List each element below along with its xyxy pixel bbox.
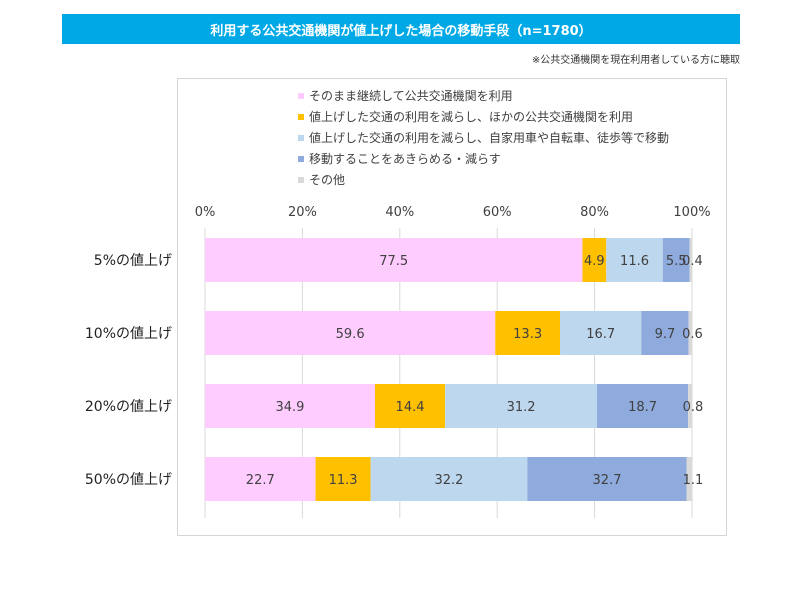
bar-segment	[686, 457, 692, 501]
bar-segment	[370, 457, 528, 501]
data-label: 4.9	[584, 254, 605, 269]
data-label: 14.4	[396, 400, 425, 415]
bar-segment	[205, 238, 583, 282]
legend-item-continue: そのまま継続して公共交通機関を利用	[298, 85, 669, 106]
legend-label: 値上げした交通の利用を減らし、自家用車や自転車、徒歩等で移動	[309, 131, 670, 145]
data-label: 13.3	[513, 327, 542, 342]
x-tick-label: 20%	[288, 205, 317, 220]
legend-item-other: その他	[298, 169, 669, 190]
data-label: 32.7	[593, 473, 622, 488]
data-label: 0.6	[682, 327, 703, 342]
bar-segment	[374, 384, 446, 428]
bar-segment	[205, 457, 316, 501]
data-label: 32.2	[435, 473, 464, 488]
legend-swatch	[298, 113, 304, 120]
chart-title: 利用する公共交通機関が値上げした場合の移動手段（n=1780）	[62, 14, 740, 44]
bar-segment	[205, 384, 375, 428]
bar-segment	[205, 311, 496, 355]
data-label: 0.4	[682, 254, 703, 269]
legend-swatch	[298, 92, 304, 99]
x-tick-label: 100%	[673, 205, 710, 220]
legend-swatch	[298, 134, 304, 141]
legend-item-private-transport: 値上げした交通の利用を減らし、自家用車や自転車、徒歩等で移動	[298, 127, 669, 148]
data-label: 22.7	[246, 473, 275, 488]
data-label: 1.1	[683, 473, 704, 488]
bar-segment	[445, 384, 598, 428]
data-label: 0.8	[683, 400, 704, 415]
legend-swatch	[298, 176, 304, 183]
category-label: 50%の値上げ	[85, 472, 172, 488]
legend-label: その他	[309, 173, 346, 187]
data-label: 11.6	[620, 254, 649, 269]
legend-label: そのまま継続して公共交通機関を利用	[309, 89, 513, 103]
data-label: 77.5	[379, 254, 408, 269]
x-tick-label: 60%	[483, 205, 512, 220]
bar-segment	[689, 238, 692, 282]
bar-segment	[560, 311, 642, 355]
survey-note: ※公共交通機関を現在利用者している方に聴取	[531, 55, 740, 66]
data-label: 31.2	[507, 400, 536, 415]
data-label: 11.3	[329, 473, 358, 488]
data-label: 34.9	[276, 400, 305, 415]
x-tick-label: 0%	[195, 205, 216, 220]
bar-segment	[527, 457, 687, 501]
bar-segment	[606, 238, 663, 282]
data-label: 16.7	[586, 327, 615, 342]
data-label: 59.6	[336, 327, 365, 342]
legend-label: 移動することをあきらめる・減らす	[309, 152, 501, 166]
x-tick-label: 80%	[580, 205, 609, 220]
category-label: 5%の値上げ	[94, 253, 172, 269]
legend-label: 値上げした交通の利用を減らし、ほかの公共交通機関を利用	[309, 110, 634, 124]
bar-segment	[582, 238, 607, 282]
legend-swatch	[298, 155, 304, 162]
legend-item-give-up: 移動することをあきらめる・減らす	[298, 148, 669, 169]
legend-item-other-transit: 値上げした交通の利用を減らし、ほかの公共交通機関を利用	[298, 106, 669, 127]
bar-segment	[495, 311, 561, 355]
bar-segment	[641, 311, 689, 355]
bar-segment	[688, 311, 692, 355]
category-label: 20%の値上げ	[85, 399, 172, 415]
data-label: 5.5	[666, 254, 687, 269]
data-label: 9.7	[655, 327, 676, 342]
bar-segment	[688, 384, 692, 428]
x-tick-label: 40%	[385, 205, 414, 220]
data-label: 18.7	[628, 400, 657, 415]
bar-segment	[662, 238, 690, 282]
chart-frame	[177, 78, 727, 536]
bar-segment	[315, 457, 371, 501]
chart-legend: そのまま継続して公共交通機関を利用 値上げした交通の利用を減らし、ほかの公共交通…	[298, 85, 669, 190]
bar-segment	[597, 384, 689, 428]
category-label: 10%の値上げ	[85, 326, 172, 342]
